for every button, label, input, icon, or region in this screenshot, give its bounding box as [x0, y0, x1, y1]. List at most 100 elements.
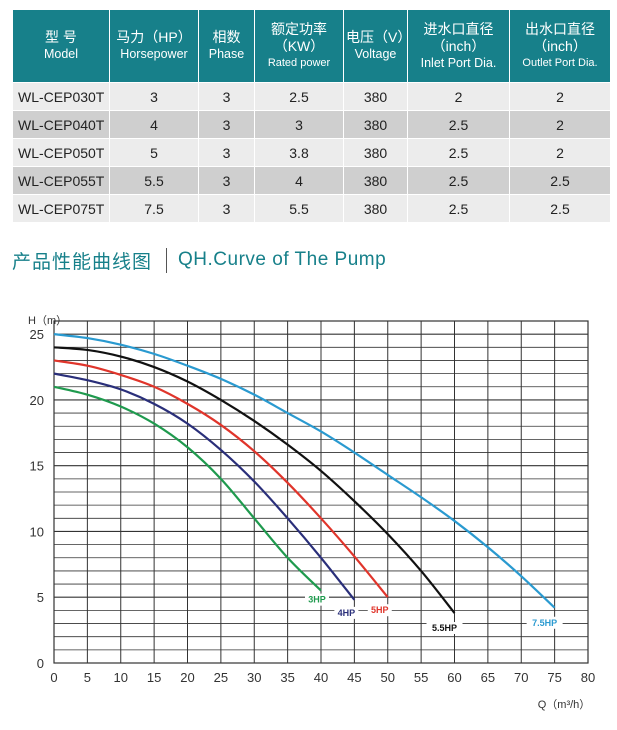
curve-7-5hp: [53, 333, 556, 609]
x-tick-label: 40: [314, 670, 328, 685]
y-axis-label: H（m）: [28, 314, 67, 327]
header-label-en: Rated power: [267, 56, 331, 69]
header-label-zh: 额定功率: [271, 20, 327, 37]
x-tick-label: 10: [114, 670, 128, 685]
x-tick-label: 15: [147, 670, 161, 685]
cell-phase: 3: [198, 138, 255, 167]
table-row: WL-CEP030T 3 3 2.5 380 2 2: [12, 82, 611, 111]
cell-model: WL-CEP075T: [12, 194, 110, 223]
x-tick-label: 0: [50, 670, 57, 685]
cell-outlet: 2: [509, 110, 611, 139]
cell-phase: 3: [198, 110, 255, 139]
header-label-en: Model: [43, 47, 79, 61]
x-tick-label: 50: [381, 670, 395, 685]
header-label-en: Horsepower: [120, 47, 188, 61]
section-title-zh: 产品性能曲线图: [12, 251, 153, 273]
cell-phase: 3: [198, 194, 255, 223]
y-tick-label: 15: [30, 459, 44, 474]
cell-voltage: 380: [343, 110, 408, 139]
x-tick-label: 25: [214, 670, 228, 685]
header-rated-power: 额定功率 （KW） Rated power: [254, 9, 344, 83]
x-tick-label: 65: [481, 670, 495, 685]
cell-outlet: 2: [509, 82, 611, 111]
chart-grid: [53, 320, 589, 664]
cell-voltage: 380: [343, 166, 408, 195]
header-horsepower: 马力（HP） Horsepower: [109, 9, 199, 83]
y-tick-label: 5: [37, 590, 44, 605]
cell-model: WL-CEP055T: [12, 166, 110, 195]
curve-4hp: [53, 372, 356, 601]
curve-label: 5HP: [371, 605, 389, 615]
table-row: WL-CEP075T 7.5 3 5.5 380 2.5 2.5: [12, 194, 611, 223]
y-tick-label: 20: [30, 393, 44, 408]
header-phase: 相数 Phase: [198, 9, 255, 83]
x-tick-label: 60: [447, 670, 461, 685]
x-tick-label: 5: [84, 670, 91, 685]
table-row: WL-CEP040T 4 3 3 380 2.5 2: [12, 110, 611, 139]
cell-rated-power: 3.8: [254, 138, 344, 167]
header-label-zh: 进水口直径: [423, 20, 494, 37]
header-voltage: 电压（V） Voltage: [343, 9, 412, 83]
cell-horsepower: 7.5: [109, 194, 199, 223]
cell-outlet: 2: [509, 138, 611, 167]
cell-voltage: 380: [343, 138, 408, 167]
cell-phase: 3: [198, 82, 255, 111]
x-tick-label: 80: [581, 670, 595, 685]
curve-label-bg: [526, 616, 563, 629]
header-label-en: Inlet Port Dia.: [420, 55, 497, 70]
y-tick-label: 25: [30, 327, 44, 342]
header-label-en: Phase: [208, 47, 245, 61]
header-label-en: Outlet Port Dia.: [522, 56, 598, 69]
header-inlet-port: 进水口直径 （inch） Inlet Port Dia.: [407, 9, 510, 83]
cell-outlet: 2.5: [509, 194, 611, 223]
table-row: WL-CEP055T 5.5 3 4 380 2.5 2.5: [12, 166, 611, 195]
cell-model: WL-CEP040T: [12, 110, 110, 139]
x-axis-label: Q（m³/h）: [538, 698, 591, 711]
header-label-zh: 马力（HP）: [116, 29, 192, 45]
cell-voltage: 380: [343, 194, 408, 223]
table-header-row: 型 号 Model 马力（HP） Horsepower 相数 Phase 额定功…: [12, 9, 611, 83]
y-tick-label: 10: [30, 524, 44, 539]
y-tick-label: 0: [37, 656, 44, 671]
cell-inlet: 2.5: [407, 166, 510, 195]
curve-labels: 3HP 4HP 5HP 5.5HP 7.5HP: [305, 593, 563, 635]
curve-label-bg: [367, 604, 392, 617]
curve-label-bg: [334, 606, 359, 619]
x-tick-label: 55: [414, 670, 428, 685]
curve-label: 7.5HP: [532, 618, 557, 628]
cell-rated-power: 4: [254, 166, 344, 195]
cell-inlet: 2.5: [407, 138, 510, 167]
header-outlet-port: 出水口直径 （inch） Outlet Port Dia.: [509, 9, 611, 83]
x-tick-label: 20: [180, 670, 194, 685]
curve-label: 4HP: [338, 608, 356, 618]
header-model: 型 号 Model: [12, 9, 110, 83]
x-tick-labels: 0 5 10 15 20 25 30 35 40 45 50 55 60 65 70 75 80: [50, 670, 595, 685]
cell-outlet: 2.5: [509, 166, 611, 195]
header-label-unit: （inch）: [431, 37, 486, 54]
y-tick-labels: 0 5 10 15 20 25: [30, 327, 44, 671]
table-row: WL-CEP050T 5 3 3.8 380 2.5 2: [12, 138, 611, 167]
header-label-zh: 电压（V）: [346, 29, 412, 45]
cell-model: WL-CEP050T: [12, 138, 110, 167]
header-label-zh: 出水口直径: [525, 20, 595, 37]
cell-inlet: 2.5: [407, 110, 510, 139]
header-label-unit: （KW）: [273, 37, 325, 54]
cell-voltage: 380: [343, 82, 408, 111]
chart-curves: [53, 333, 556, 614]
cell-horsepower: 4: [109, 110, 199, 139]
header-label-en: Voltage: [354, 47, 397, 61]
cell-model: WL-CEP030T: [12, 82, 110, 111]
curve-label: 5.5HP: [432, 623, 457, 633]
x-tick-label: 30: [247, 670, 261, 685]
cell-inlet: 2.5: [407, 194, 510, 223]
cell-horsepower: 5.5: [109, 166, 199, 195]
x-tick-label: 35: [280, 670, 294, 685]
header-label-zh: 型 号: [45, 29, 77, 45]
cell-rated-power: 5.5: [254, 194, 344, 223]
x-tick-label: 45: [347, 670, 361, 685]
title-divider: [166, 247, 168, 273]
curve-label-bg: [426, 622, 463, 635]
spec-table: 型 号 Model 马力（HP） Horsepower 相数 Phase 额定功…: [12, 9, 611, 223]
cell-rated-power: 3: [254, 110, 344, 139]
curve-label-bg: [305, 593, 329, 606]
